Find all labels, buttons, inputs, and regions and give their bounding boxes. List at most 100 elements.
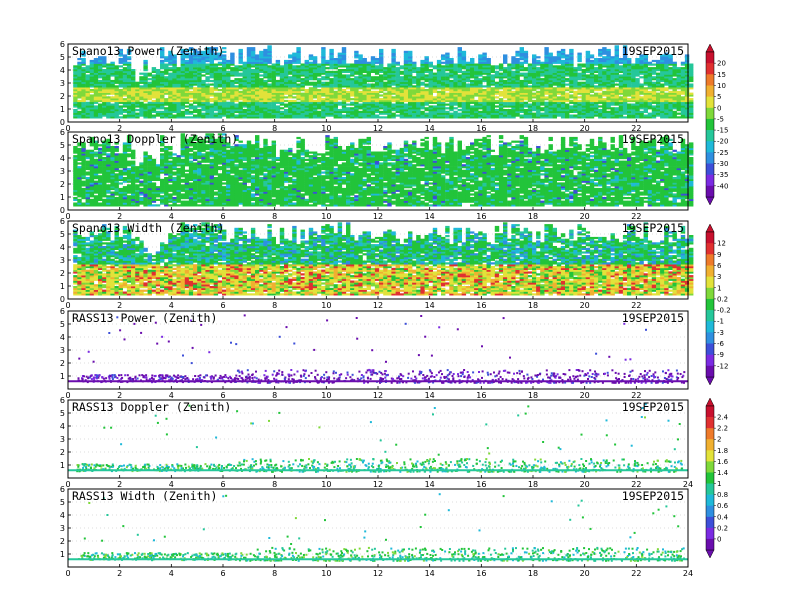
heat-cell bbox=[511, 58, 516, 61]
heat-cell bbox=[614, 70, 619, 73]
heat-cell bbox=[250, 105, 256, 108]
heat-cell bbox=[379, 50, 384, 53]
heat-cell bbox=[544, 59, 549, 63]
heat-cell bbox=[569, 63, 574, 66]
heat-cell bbox=[556, 107, 562, 110]
heat-cell bbox=[457, 105, 462, 108]
heat-cell bbox=[329, 109, 334, 112]
heat-cell bbox=[155, 79, 161, 83]
heat-cell bbox=[395, 79, 400, 83]
heat-cell bbox=[490, 78, 495, 81]
heat-cell bbox=[93, 69, 99, 72]
heat-cell bbox=[354, 72, 359, 75]
heat-cell bbox=[519, 114, 524, 117]
heat-cell bbox=[184, 109, 190, 112]
heat-cell bbox=[73, 171, 78, 174]
heat-cell bbox=[217, 109, 223, 112]
heat-cell bbox=[300, 99, 305, 103]
heat-cell bbox=[250, 81, 256, 84]
heat-cell bbox=[383, 110, 388, 113]
heat-cell bbox=[664, 112, 669, 115]
heat-cell bbox=[660, 99, 665, 103]
heat-cell bbox=[424, 67, 429, 70]
heat-cell bbox=[85, 103, 90, 106]
heat-cell bbox=[160, 87, 165, 90]
heat-cell bbox=[275, 92, 281, 95]
heat-cell bbox=[317, 78, 322, 81]
heat-cell bbox=[250, 87, 256, 90]
heat-cell bbox=[131, 110, 136, 113]
heat-cell bbox=[217, 101, 223, 104]
heat-cell bbox=[610, 78, 615, 81]
heat-cell bbox=[292, 112, 297, 115]
heat-cell bbox=[267, 98, 272, 101]
heat-cell bbox=[222, 109, 227, 112]
heat-cell bbox=[560, 99, 566, 103]
heat-cell bbox=[238, 50, 243, 53]
heat-cell bbox=[259, 70, 264, 73]
heat-cell bbox=[651, 112, 657, 115]
heat-cell bbox=[209, 89, 214, 92]
heat-cell bbox=[395, 110, 400, 113]
heat-cell bbox=[610, 89, 615, 92]
heat-cell bbox=[598, 110, 603, 113]
heat-cell bbox=[333, 87, 338, 90]
heat-cell bbox=[362, 63, 367, 66]
heat-cell bbox=[631, 96, 636, 99]
heat-cell bbox=[89, 158, 95, 161]
heat-cell bbox=[312, 105, 318, 108]
heat-cell bbox=[503, 89, 508, 92]
heat-cell bbox=[321, 70, 326, 73]
heat-cell bbox=[424, 78, 429, 81]
heat-cell bbox=[321, 47, 326, 50]
heat-cell bbox=[188, 87, 194, 90]
heat-cell bbox=[321, 52, 326, 55]
heat-cell bbox=[131, 74, 136, 77]
heat-cell bbox=[445, 98, 450, 101]
heat-cell bbox=[498, 101, 504, 104]
heat-cell bbox=[589, 105, 595, 108]
heat-cell bbox=[503, 109, 508, 112]
heat-cell bbox=[684, 99, 690, 103]
heat-cell bbox=[197, 61, 202, 64]
heat-cell bbox=[544, 81, 549, 84]
heat-cell bbox=[98, 98, 103, 101]
heat-cell bbox=[230, 63, 235, 66]
heat-cell bbox=[408, 67, 413, 70]
heat-cell bbox=[490, 105, 495, 108]
heat-cell bbox=[197, 65, 202, 68]
heat-cell bbox=[511, 63, 516, 66]
heat-cell bbox=[453, 65, 458, 68]
heat-cell bbox=[689, 74, 694, 77]
heat-cell bbox=[565, 98, 570, 101]
heat-cell bbox=[445, 85, 450, 88]
heat-cell bbox=[441, 78, 446, 81]
heat-cell bbox=[631, 89, 636, 92]
heat-cell bbox=[180, 101, 185, 104]
heat-cell bbox=[519, 90, 524, 93]
heat-cell bbox=[93, 101, 99, 104]
heat-cell bbox=[428, 79, 433, 83]
heat-cell bbox=[147, 105, 152, 108]
heat-cell bbox=[374, 96, 380, 99]
heat-cell bbox=[321, 101, 326, 104]
heat-cell bbox=[515, 72, 520, 75]
heat-cell bbox=[151, 74, 157, 77]
heat-cell bbox=[403, 87, 409, 90]
heat-cell bbox=[660, 79, 665, 83]
heat-cell bbox=[234, 105, 239, 108]
heat-cell bbox=[275, 98, 281, 101]
heat-cell bbox=[594, 69, 599, 72]
heat-cell bbox=[614, 58, 619, 61]
heat-cell bbox=[556, 79, 562, 83]
heat-cell bbox=[540, 101, 545, 104]
heat-cell bbox=[544, 112, 549, 115]
heat-cell bbox=[627, 79, 632, 83]
heat-cell bbox=[81, 89, 86, 92]
heat-cell bbox=[622, 81, 628, 84]
heat-cell bbox=[552, 74, 557, 77]
heat-cell bbox=[618, 74, 624, 77]
heat-cell bbox=[176, 72, 181, 75]
heat-cell bbox=[573, 99, 578, 103]
heat-cell bbox=[77, 110, 82, 113]
